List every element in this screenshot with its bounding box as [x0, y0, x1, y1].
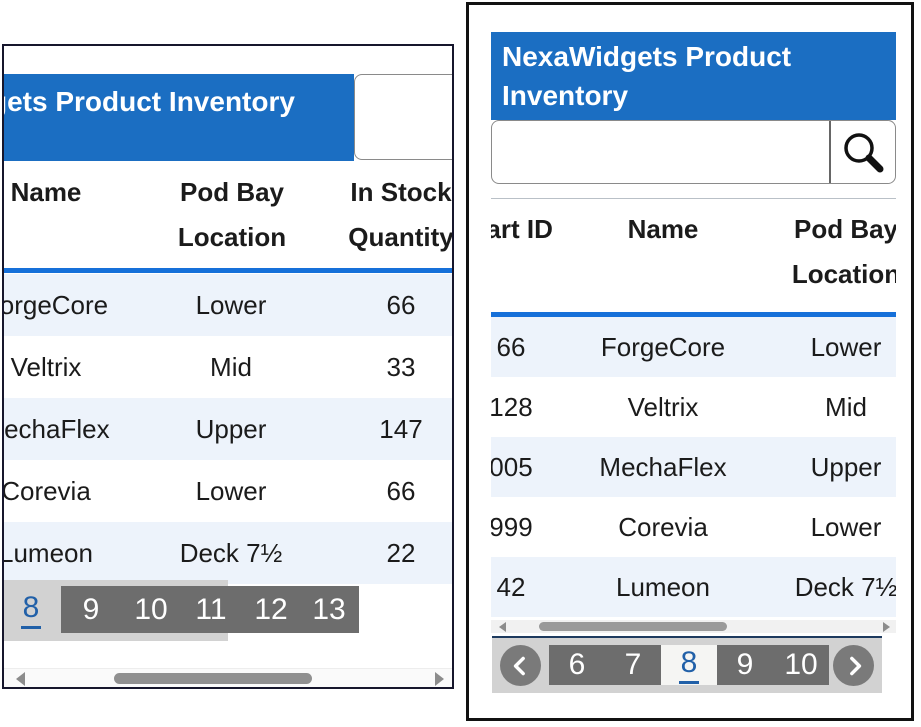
- table-row: 128 Veltrix Mid: [491, 377, 896, 437]
- cell-name: Corevia: [2, 475, 91, 506]
- scroll-left-icon[interactable]: [499, 622, 506, 632]
- page-button[interactable]: 10: [134, 592, 168, 626]
- cell-location: Deck 7½: [179, 537, 283, 568]
- page-button-current[interactable]: 8: [8, 586, 54, 633]
- cell-name: MechaFlex: [4, 413, 110, 444]
- page-button[interactable]: 12: [254, 592, 288, 626]
- cell-name: Veltrix: [627, 391, 699, 422]
- page-button[interactable]: 7: [624, 648, 642, 681]
- page-title: NexaWidgets Product Inventory: [502, 41, 792, 111]
- search-box: [354, 74, 452, 160]
- search-input[interactable]: [355, 75, 452, 159]
- column-header-name: Name: [627, 214, 699, 244]
- table-scroll-region: Part ID Name Pod Bay Location 66 ForgeCo…: [491, 199, 896, 620]
- cell-location: Upper: [195, 413, 267, 444]
- search-box: [491, 120, 896, 184]
- table-row: 005 MechaFlex Upper: [491, 437, 896, 497]
- table-row: 66 ForgeCore Lower: [491, 317, 896, 377]
- cell-location: Upper: [810, 451, 882, 482]
- page-button-current[interactable]: 8: [661, 645, 717, 685]
- left-browser-viewport: NexaWidgets Product Inventory Name Pod B…: [2, 44, 454, 689]
- previous-page-button[interactable]: [500, 645, 541, 686]
- right-browser-viewport: NexaWidgets Product Inventory Part ID Na…: [466, 2, 914, 721]
- search-input[interactable]: [492, 121, 830, 183]
- cell-part-id: 42: [496, 571, 526, 602]
- scroll-left-icon[interactable]: [16, 672, 25, 686]
- app-header-bar: NexaWidgets Product Inventory: [4, 74, 354, 161]
- cell-location: Lower: [195, 475, 267, 506]
- scroll-right-icon[interactable]: [435, 672, 444, 686]
- cell-name: Corevia: [618, 511, 708, 542]
- table-row: 999 Corevia Lower: [491, 497, 896, 557]
- header-rule: [4, 268, 452, 273]
- cell-name: MechaFlex: [599, 451, 727, 482]
- pagination-button-group: [61, 586, 359, 633]
- column-header-location: Pod Bay Location: [791, 214, 896, 289]
- cell-location: Lower: [810, 331, 882, 362]
- table-row: ForgeCore Lower 66: [4, 274, 452, 336]
- cell-part-id: 999: [491, 511, 533, 542]
- table-row: Corevia Lower 66: [4, 460, 452, 522]
- search-button[interactable]: [829, 121, 895, 183]
- cell-name: Lumeon: [616, 571, 710, 602]
- page-button[interactable]: 9: [82, 592, 100, 626]
- cell-name: Veltrix: [10, 351, 82, 382]
- cell-name: ForgeCore: [4, 289, 109, 320]
- pagination-button-group: 6 7: [549, 645, 661, 685]
- scrollbar-thumb[interactable]: [539, 622, 727, 631]
- scrollbar-thumb[interactable]: [114, 673, 312, 684]
- scroll-right-icon[interactable]: [883, 622, 890, 632]
- chevron-right-icon: [849, 656, 861, 675]
- cell-part-id: 66: [496, 331, 526, 362]
- search-icon: [844, 133, 884, 173]
- page-title: NexaWidgets Product Inventory: [4, 86, 295, 117]
- table-row: 42 Lumeon Deck 7½: [491, 557, 896, 617]
- cell-quantity: 66: [386, 475, 416, 506]
- page-button[interactable]: 10: [784, 648, 818, 681]
- table-row: MechaFlex Upper 147: [4, 398, 452, 460]
- table-top-rule: [491, 198, 896, 199]
- cell-quantity: 147: [379, 413, 423, 444]
- pagination-bar: 6 7 8 9 10: [492, 638, 882, 693]
- cell-quantity: 22: [386, 537, 416, 568]
- table-row: Veltrix Mid 33: [4, 336, 452, 398]
- page-button[interactable]: 13: [312, 592, 346, 626]
- cell-quantity: 66: [386, 289, 416, 320]
- pagination-top-rule: [492, 636, 882, 638]
- cell-name: ForgeCore: [600, 331, 726, 362]
- cell-location: Lower: [810, 511, 882, 542]
- table-row: Lumeon Deck 7½ 22: [4, 522, 452, 584]
- cell-location: Mid: [825, 391, 867, 422]
- cell-part-id: 005: [491, 451, 533, 482]
- cell-part-id: 128: [491, 391, 533, 422]
- column-header-location: Pod Bay Location: [177, 177, 287, 252]
- header-rule: [491, 312, 896, 317]
- page-button[interactable]: 9: [736, 648, 754, 681]
- horizontal-scrollbar[interactable]: [4, 668, 452, 687]
- page-button[interactable]: 6: [568, 648, 586, 681]
- column-header-part-id: Part ID: [491, 214, 553, 244]
- chevron-left-icon: [513, 656, 525, 675]
- column-header-name: Name: [10, 177, 82, 207]
- table-horizontal-scrollbar[interactable]: [491, 620, 896, 633]
- page-button[interactable]: 11: [195, 592, 227, 626]
- app-header-bar: NexaWidgets Product Inventory: [491, 32, 896, 120]
- next-page-button[interactable]: [833, 645, 874, 686]
- cell-location: Lower: [195, 289, 267, 320]
- cell-name: Lumeon: [2, 537, 93, 568]
- column-header-quantity: In Stock Quantity: [348, 177, 454, 252]
- cell-location: Mid: [210, 351, 252, 382]
- pagination-button-group: 9 10: [717, 645, 829, 685]
- cell-quantity: 33: [386, 351, 416, 382]
- cell-location: Deck 7½: [794, 571, 896, 602]
